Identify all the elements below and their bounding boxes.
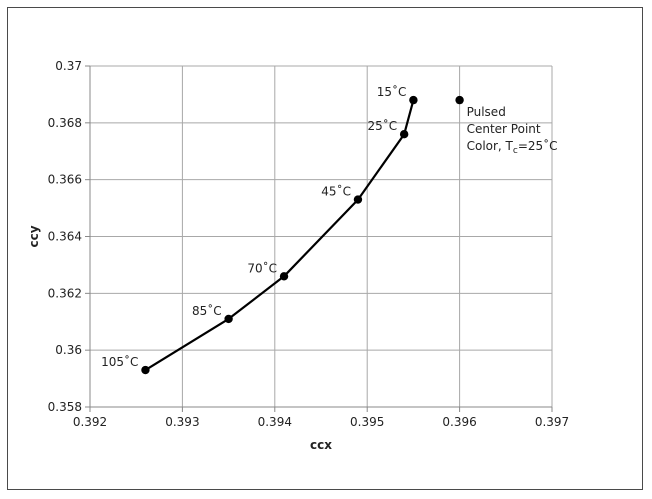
chart-frame [7,7,643,490]
annotation-line-3-prefix: Color, T [467,139,514,153]
data-point [353,195,363,204]
y-tick-label: 0.362 [48,286,82,300]
y-tick-label: 0.358 [48,400,82,414]
y-axis-title: ccy [27,225,41,247]
point-labels: 105˚C 85˚C 70˚C 45˚C 25˚C 15˚C [101,84,406,369]
data-point [409,95,418,105]
tick-labels: 0.392 0.393 0.394 0.395 0.396 0.397 0.358 0.36 0… [48,59,570,429]
data-point-label: 25˚C [368,118,398,133]
y-tick-label: 0.366 [48,173,82,187]
x-tick-label: 0.396 [442,415,476,429]
data-point-label: 105˚C [101,354,138,369]
data-point-label: 85˚C [192,303,222,318]
x-tick-label: 0.394 [258,415,292,429]
axes [85,65,553,412]
y-tick-label: 0.37 [55,59,82,73]
data-point-label: 70˚C [247,260,277,275]
data-point-label: 45˚C [321,184,351,199]
data-point-pulsed [455,95,464,105]
series-line [144,99,415,372]
data-point-label: 15˚C [377,84,407,99]
x-axis-title: ccx [310,438,332,452]
annotation-line-3-subscript: c [513,146,518,156]
annotation-line-3-suffix: =25˚C [518,138,558,153]
annotation-line-1: Pulsed [467,105,506,119]
x-tick-label: 0.397 [535,415,569,429]
annotation-line-2: Center Point [467,122,541,136]
y-tick-label: 0.368 [48,116,82,130]
y-tick-label: 0.364 [48,230,82,244]
x-tick-label: 0.395 [350,415,384,429]
annotation-line-3: Color, Tc=25˚C [467,138,558,156]
data-point [399,130,409,139]
grid [90,65,553,407]
y-tick-label: 0.36 [55,343,82,357]
data-point [224,314,233,324]
data-point [279,272,289,281]
series [141,95,464,375]
annotation: Pulsed Center Point Color, Tc=25˚C [467,105,558,156]
x-tick-label: 0.393 [165,415,199,429]
x-tick-label: 0.392 [73,415,107,429]
data-point [141,365,150,375]
